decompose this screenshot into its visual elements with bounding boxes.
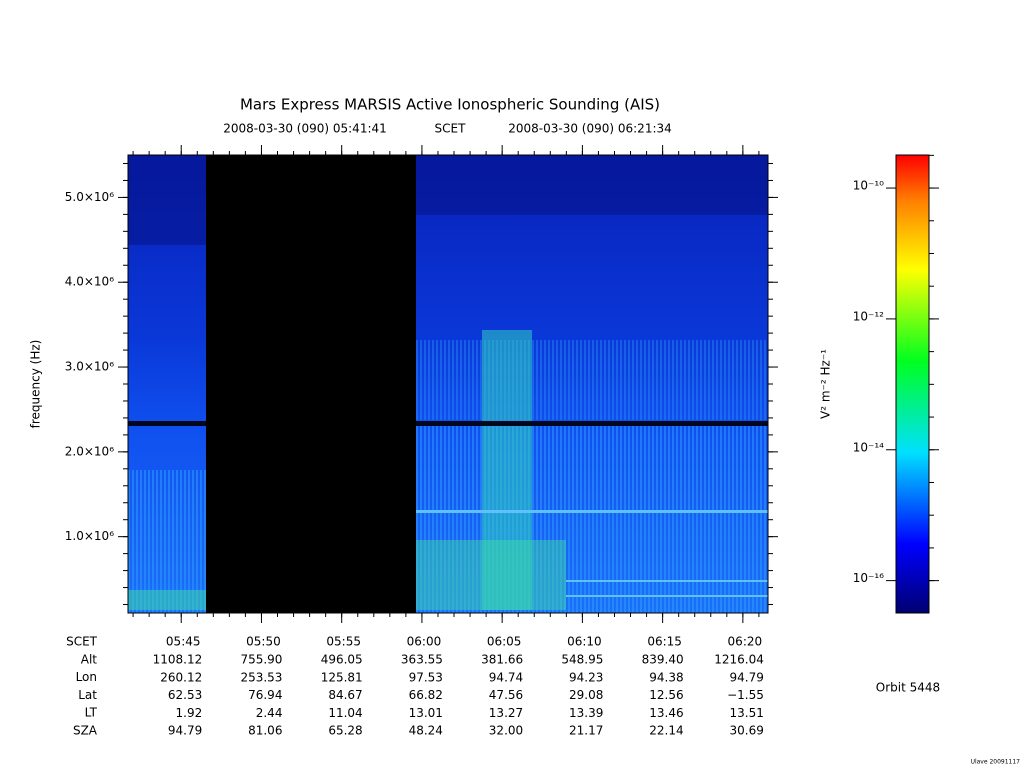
orbit-label: Orbit 5448 xyxy=(876,681,940,695)
colorbar-tick-label: 10⁻¹⁴ xyxy=(853,440,884,454)
y-tick-label: 2.0×10⁶ xyxy=(65,444,114,458)
ephemeris-value: 839.40 xyxy=(642,653,684,667)
y-axis-label: frequency (Hz) xyxy=(29,340,43,429)
ephemeris-value: 363.55 xyxy=(401,653,443,667)
ephemeris-value: 1216.04 xyxy=(714,653,764,667)
ephemeris-value: 2.44 xyxy=(256,706,283,720)
ephemeris-value: 48.24 xyxy=(409,724,443,738)
ephemeris-value: 755.90 xyxy=(240,653,282,667)
y-tick-label: 5.0×10⁶ xyxy=(65,190,114,204)
ephemeris-row-label: LT xyxy=(85,706,98,720)
start-time: 2008-03-30 (090) 05:41:41 xyxy=(223,122,387,136)
ephemeris-value: 32.00 xyxy=(489,724,523,738)
ephemeris-value: 47.56 xyxy=(489,688,523,702)
x-tick-label: 05:50 xyxy=(246,635,281,649)
colorbar-tick-label: 10⁻¹⁰ xyxy=(853,179,884,193)
x-tick-label: 06:20 xyxy=(728,635,763,649)
ephemeris-value: −1.55 xyxy=(727,688,764,702)
ephemeris-value: 13.39 xyxy=(569,706,603,720)
x-tick-label: 06:00 xyxy=(407,635,442,649)
ephemeris-value: 1108.12 xyxy=(153,653,203,667)
ephemeris-value: 94.79 xyxy=(168,724,202,738)
ephemeris-value: 253.53 xyxy=(240,670,282,684)
ephemeris-value: 62.53 xyxy=(168,688,202,702)
ephemeris-value: 66.82 xyxy=(409,688,443,702)
ephemeris-value: 21.17 xyxy=(569,724,603,738)
ephemeris-value: 22.14 xyxy=(649,724,683,738)
ephemeris-value: 13.01 xyxy=(409,706,443,720)
colorbar-tick-label: 10⁻¹² xyxy=(853,309,884,323)
x-tick-label: 05:55 xyxy=(326,635,361,649)
ephemeris-value: 81.06 xyxy=(248,724,282,738)
time-label: SCET xyxy=(435,122,467,136)
spectrogram-image xyxy=(128,155,768,613)
y-tick-label: 4.0×10⁶ xyxy=(65,275,114,289)
ephemeris-value: 94.79 xyxy=(729,670,763,684)
ephemeris-value: 13.46 xyxy=(649,706,683,720)
ephemeris-value: 125.81 xyxy=(321,670,363,684)
x-tick-label: 06:05 xyxy=(487,635,522,649)
ephemeris-value: 548.95 xyxy=(561,653,603,667)
ephemeris-value: 94.74 xyxy=(489,670,523,684)
ephemeris-value: 381.66 xyxy=(481,653,523,667)
ephemeris-value: 496.05 xyxy=(321,653,363,667)
colorbar xyxy=(895,154,930,614)
ephemeris-row-label: SCET xyxy=(66,635,98,649)
ephemeris-value: 97.53 xyxy=(409,670,443,684)
colorbar-tick-label: 10⁻¹⁶ xyxy=(853,571,884,585)
ephemeris-value: 13.27 xyxy=(489,706,523,720)
ephemeris-value: 260.12 xyxy=(160,670,202,684)
ephemeris-row-label: Alt xyxy=(81,652,98,666)
ephemeris-row-label: Lon xyxy=(76,670,97,684)
ephemeris-value: 94.38 xyxy=(649,670,683,684)
end-time: 2008-03-30 (090) 06:21:34 xyxy=(508,122,672,136)
ephemeris-value: 65.28 xyxy=(328,724,362,738)
ephemeris-value: 84.67 xyxy=(328,688,362,702)
ephemeris-row-label: SZA xyxy=(73,724,98,738)
ephemeris-value: 12.56 xyxy=(649,688,683,702)
chart-title: Mars Express MARSIS Active Ionospheric S… xyxy=(240,96,660,114)
y-tick-label: 1.0×10⁶ xyxy=(65,529,114,543)
ephemeris-value: 29.08 xyxy=(569,688,603,702)
ephemeris-value: 94.23 xyxy=(569,670,603,684)
y-tick-label: 3.0×10⁶ xyxy=(65,360,114,374)
ephemeris-value: 76.94 xyxy=(248,688,282,702)
colorbar-label: V² m⁻² Hz⁻¹ xyxy=(819,349,833,419)
ephemeris-value: 1.92 xyxy=(176,706,203,720)
x-tick-label: 05:45 xyxy=(166,635,201,649)
ephemeris-value: 11.04 xyxy=(328,706,362,720)
x-tick-label: 06:15 xyxy=(647,635,682,649)
ephemeris-row-label: Lat xyxy=(78,688,97,702)
x-tick-label: 06:10 xyxy=(567,635,602,649)
footer: Ulave 20091117 xyxy=(971,759,1021,766)
ephemeris-value: 30.69 xyxy=(729,724,763,738)
ephemeris-value: 13.51 xyxy=(729,706,763,720)
